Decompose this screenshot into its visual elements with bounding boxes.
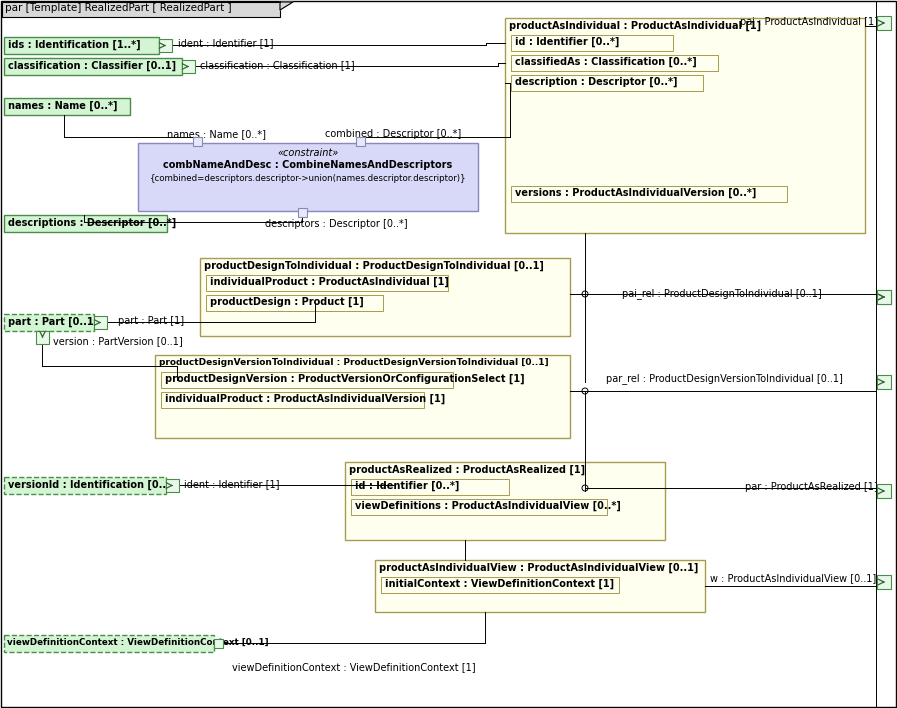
Bar bbox=[877, 290, 891, 304]
Text: id : Identifier [0..*]: id : Identifier [0..*] bbox=[515, 37, 619, 47]
Bar bbox=[36, 331, 49, 344]
Text: productAsIndividualView : ProductAsIndividualView [0..1]: productAsIndividualView : ProductAsIndiv… bbox=[379, 563, 699, 573]
Bar bbox=[206, 275, 448, 291]
Bar bbox=[4, 215, 167, 232]
Text: «constraint»: «constraint» bbox=[277, 148, 339, 158]
Bar bbox=[206, 295, 383, 311]
Bar bbox=[182, 60, 195, 73]
Bar bbox=[511, 35, 673, 51]
Bar bbox=[4, 314, 94, 331]
Bar bbox=[877, 575, 891, 589]
Text: pai : ProductAsIndividual [1]: pai : ProductAsIndividual [1] bbox=[740, 17, 878, 27]
Bar bbox=[505, 18, 865, 233]
Bar bbox=[94, 316, 107, 329]
Bar bbox=[511, 55, 718, 71]
Text: classifiedAs : Classification [0..*]: classifiedAs : Classification [0..*] bbox=[515, 57, 697, 67]
Text: version : PartVersion [0..1]: version : PartVersion [0..1] bbox=[53, 336, 183, 346]
Text: viewDefinitionContext : ViewDefinitionContext [1]: viewDefinitionContext : ViewDefinitionCo… bbox=[232, 662, 475, 672]
Bar bbox=[166, 479, 179, 492]
Text: ident : Identifier [1]: ident : Identifier [1] bbox=[184, 479, 280, 489]
Bar bbox=[345, 462, 665, 540]
Text: productAsIndividual : ProductAsIndividual [1]: productAsIndividual : ProductAsIndividua… bbox=[509, 21, 762, 31]
Bar bbox=[4, 98, 130, 115]
Bar bbox=[193, 137, 202, 146]
Text: viewDefinitions : ProductAsIndividualView [0..*]: viewDefinitions : ProductAsIndividualVie… bbox=[355, 501, 621, 511]
Text: versions : ProductAsIndividualVersion [0..*]: versions : ProductAsIndividualVersion [0… bbox=[515, 188, 756, 198]
Bar bbox=[138, 143, 478, 211]
Bar bbox=[351, 479, 509, 495]
Text: productDesignVersion : ProductVersionOrConfigurationSelect [1]: productDesignVersion : ProductVersionOrC… bbox=[165, 374, 525, 384]
Bar bbox=[381, 577, 619, 593]
Bar bbox=[877, 484, 891, 498]
Bar bbox=[877, 16, 891, 30]
Bar bbox=[159, 39, 172, 52]
Text: classification : Classification [1]: classification : Classification [1] bbox=[200, 60, 354, 70]
Bar bbox=[511, 186, 787, 202]
Bar bbox=[4, 58, 182, 75]
Text: classification : Classifier [0..1]: classification : Classifier [0..1] bbox=[8, 61, 176, 72]
Text: names : Name [0..*]: names : Name [0..*] bbox=[8, 101, 118, 111]
Text: versionId : Identification [0..1]: versionId : Identification [0..1] bbox=[8, 480, 178, 490]
Bar bbox=[161, 372, 453, 388]
Text: viewDefinitionContext : ViewDefinitionContext [0..1]: viewDefinitionContext : ViewDefinitionCo… bbox=[7, 638, 268, 647]
Text: {combined=descriptors.descriptor->union(names.descriptor.descriptor)}: {combined=descriptors.descriptor->union(… bbox=[150, 174, 466, 183]
Text: productDesignToIndividual : ProductDesignToIndividual [0..1]: productDesignToIndividual : ProductDesig… bbox=[204, 261, 544, 271]
Text: descriptions : Descriptor [0..*]: descriptions : Descriptor [0..*] bbox=[8, 218, 176, 228]
Polygon shape bbox=[280, 2, 293, 10]
Text: part : Part [0..1]: part : Part [0..1] bbox=[8, 317, 98, 327]
Bar bbox=[4, 477, 166, 494]
Text: initialContext : ViewDefinitionContext [1]: initialContext : ViewDefinitionContext [… bbox=[385, 579, 614, 589]
Text: productAsRealized : ProductAsRealized [1]: productAsRealized : ProductAsRealized [1… bbox=[349, 465, 585, 475]
Text: productDesignVersionToIndividual : ProductDesignVersionToIndividual [0..1]: productDesignVersionToIndividual : Produ… bbox=[159, 358, 549, 367]
Bar bbox=[200, 258, 570, 336]
Bar bbox=[877, 290, 891, 304]
Text: combined : Descriptor [0..*]: combined : Descriptor [0..*] bbox=[325, 129, 461, 139]
Text: par_rel : ProductDesignVersionToIndividual [0..1]: par_rel : ProductDesignVersionToIndividu… bbox=[606, 373, 843, 384]
Bar bbox=[375, 560, 705, 612]
Bar bbox=[4, 635, 214, 652]
Bar bbox=[161, 392, 424, 408]
Bar bbox=[356, 137, 365, 146]
Bar bbox=[351, 499, 607, 515]
Text: w : ProductAsIndividualView [0..1]: w : ProductAsIndividualView [0..1] bbox=[710, 573, 876, 583]
Text: ids : Identification [1..*]: ids : Identification [1..*] bbox=[8, 40, 141, 50]
Text: pai_rel : ProductDesignToIndividual [0..1]: pai_rel : ProductDesignToIndividual [0..… bbox=[622, 288, 822, 299]
Bar bbox=[511, 75, 703, 91]
Text: description : Descriptor [0..*]: description : Descriptor [0..*] bbox=[515, 77, 677, 87]
Text: individualProduct : ProductAsIndividual [1]: individualProduct : ProductAsIndividual … bbox=[210, 277, 448, 287]
Text: par [Template] RealizedPart [ RealizedPart ]: par [Template] RealizedPart [ RealizedPa… bbox=[5, 3, 231, 13]
Text: ident : Identifier [1]: ident : Identifier [1] bbox=[178, 38, 274, 48]
Bar bbox=[298, 208, 307, 217]
Text: combNameAndDesc : CombineNamesAndDescriptors: combNameAndDesc : CombineNamesAndDescrip… bbox=[163, 160, 453, 170]
Bar bbox=[4, 37, 159, 54]
Bar bbox=[877, 375, 891, 389]
Text: individualProduct : ProductAsIndividualVersion [1]: individualProduct : ProductAsIndividualV… bbox=[165, 394, 445, 404]
Text: productDesign : Product [1]: productDesign : Product [1] bbox=[210, 297, 364, 307]
Text: id : Identifier [0..*]: id : Identifier [0..*] bbox=[355, 481, 459, 491]
Bar bbox=[155, 355, 570, 438]
Bar bbox=[214, 639, 223, 648]
Bar bbox=[2, 2, 280, 17]
Text: descriptors : Descriptor [0..*]: descriptors : Descriptor [0..*] bbox=[265, 219, 407, 229]
Text: par : ProductAsRealized [1]: par : ProductAsRealized [1] bbox=[745, 482, 878, 492]
Text: names : Name [0..*]: names : Name [0..*] bbox=[167, 129, 266, 139]
Text: part : Part [1]: part : Part [1] bbox=[118, 316, 184, 326]
